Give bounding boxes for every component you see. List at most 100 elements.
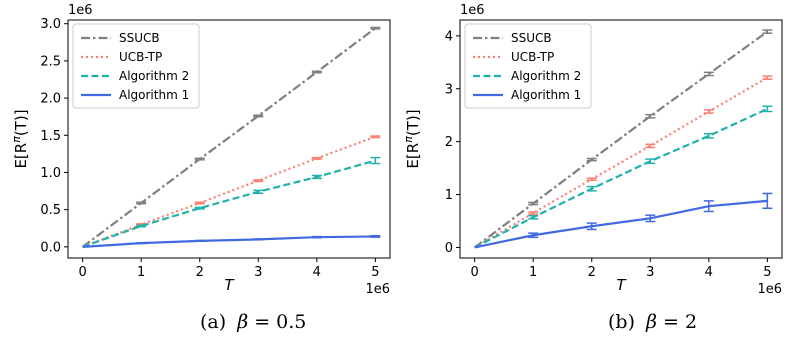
y-axis-label-suffix: (T)] <box>404 109 422 136</box>
y-axis-label-prefix: E[R <box>404 143 422 169</box>
y-axis-label-superscript: π <box>10 136 23 143</box>
error-bar-ssucb <box>370 26 381 30</box>
error-bar-algorithm-1 <box>311 235 322 239</box>
y-axis-label: E[Rπ(T)] <box>402 109 422 168</box>
y-axis-label: E[Rπ(T)] <box>10 109 30 168</box>
caption-value: = 0.5 <box>254 311 306 333</box>
error-bar-ssucb <box>762 29 773 34</box>
error-bar-ssucb <box>311 70 322 74</box>
error-bar-ucb-tp <box>762 75 773 80</box>
y-axis-label-prefix: E[R <box>12 143 30 169</box>
caption-prefix: (a) <box>200 311 232 333</box>
x-tick-label: 1 <box>137 265 145 280</box>
legend-label: Algorithm 1 <box>511 88 581 102</box>
y-tick-label: 2.0 <box>40 92 61 107</box>
error-bar-algorithm-2 <box>586 185 597 192</box>
x-tick-label: 3 <box>646 265 654 280</box>
error-bar-algorithm-2 <box>136 224 147 228</box>
error-bar-algorithm-2 <box>703 132 714 139</box>
y-tick-label: 0.0 <box>40 240 61 255</box>
series-line-ucb-tp <box>474 76 768 249</box>
legend-label: UCB-TP <box>511 50 554 64</box>
x-tick-label: 1 <box>529 265 537 280</box>
x-tick-label: 2 <box>588 265 596 280</box>
series-line-ssucb <box>473 30 769 249</box>
series-line-algorithm-1 <box>474 199 768 249</box>
legend-label: Algorithm 2 <box>511 69 581 83</box>
legend-label: SSUCB <box>119 31 160 45</box>
series-line-ssucb <box>81 27 377 248</box>
y-axis-label-suffix: (T)] <box>12 109 30 136</box>
error-bar-ssucb <box>136 201 147 205</box>
error-bar-ucb-tp <box>194 201 205 205</box>
error-bar-algorithm-1 <box>136 242 147 245</box>
error-bar-ssucb <box>253 114 264 118</box>
error-bar-ucb-tp <box>528 211 539 215</box>
error-bar-algorithm-2 <box>370 156 381 165</box>
error-bar-ucb-tp <box>645 143 656 149</box>
error-bar-algorithm-1 <box>528 232 539 239</box>
error-bar-algorithm-1 <box>703 200 714 213</box>
error-bar-algorithm-2 <box>645 158 656 165</box>
error-bar-ssucb <box>528 201 539 206</box>
y-tick-label: 1.0 <box>40 166 61 181</box>
error-bar-algorithm-2 <box>253 189 264 195</box>
y-offset-text: 1e6 <box>460 3 485 18</box>
axes-frame <box>459 19 783 259</box>
y-axis-label-superscript: π <box>402 136 415 143</box>
legend: SSUCB UCB-TP Algorithm 2 Algorithm 1 <box>464 23 592 109</box>
caption-value: = 2 <box>663 311 697 333</box>
error-bar-ucb-tp <box>370 135 381 139</box>
x-tick-label: 5 <box>763 265 771 280</box>
x-tick-label: 2 <box>196 265 204 280</box>
error-bar-algorithm-2 <box>194 206 205 210</box>
error-bar-algorithm-1 <box>253 238 264 241</box>
legend-label: Algorithm 1 <box>119 88 189 102</box>
legend-frame <box>72 23 200 109</box>
x-tick-label: 4 <box>313 265 321 280</box>
series-line-algorithm-2 <box>474 107 768 249</box>
error-bar-ucb-tp <box>586 177 597 182</box>
y-tick-label: 4 <box>445 29 453 44</box>
caption-a: (a) β = 0.5 <box>200 311 306 333</box>
x-tick-label: 4 <box>705 265 713 280</box>
error-bar-algorithm-2 <box>762 105 773 113</box>
y-tick-label: 2 <box>445 135 453 150</box>
caption-symbol: β <box>645 311 657 333</box>
legend-label: Algorithm 2 <box>119 69 189 83</box>
series-line-algorithm-1 <box>82 235 376 248</box>
chart-panel-b: 0 1 2 3 4 5 0 1 2 3 4 1e6 1e6 T E[Rπ(T)] SSUCB UCB-TP Alg… <box>402 3 783 297</box>
x-axis-label: T <box>224 276 235 294</box>
chart-panel-a: 0 1 2 3 4 5 0.0 0.5 1.0 1.5 2.0 2.5 3.0 1e6 1e6 T E[Rπ(T… <box>10 3 391 297</box>
error-bar-algorithm-2 <box>528 214 539 220</box>
y-offset-text: 1e6 <box>68 3 93 18</box>
x-offset-text: 1e6 <box>365 282 390 297</box>
series-line-algorithm-2 <box>82 159 376 248</box>
error-bar-algorithm-2 <box>311 174 322 180</box>
caption-prefix: (b) <box>608 311 641 333</box>
error-bar-ssucb <box>194 157 205 161</box>
error-bar-ucb-tp <box>703 109 714 114</box>
y-tick-label: 3 <box>445 82 453 97</box>
caption-symbol: β <box>236 311 248 333</box>
error-bar-algorithm-1 <box>762 192 773 210</box>
legend-label: UCB-TP <box>119 50 162 64</box>
y-tick-label: 3.0 <box>40 17 61 32</box>
y-tick-label: 2.5 <box>40 54 61 69</box>
y-tick-label: 0.5 <box>40 203 61 218</box>
error-bar-ucb-tp <box>311 156 322 160</box>
y-tick-label: 1.5 <box>40 129 61 144</box>
x-tick-label: 5 <box>371 265 379 280</box>
x-tick-label: 0 <box>470 265 478 280</box>
legend: SSUCB UCB-TP Algorithm 2 Algorithm 1 <box>72 23 200 109</box>
error-bar-algorithm-1 <box>370 234 381 238</box>
error-bar-ssucb <box>586 157 597 162</box>
x-tick-label: 0 <box>78 265 86 280</box>
error-bar-ssucb <box>703 71 714 77</box>
y-tick-label: 1 <box>445 188 453 203</box>
error-bar-ssucb <box>645 113 656 119</box>
error-bar-ucb-tp <box>253 179 264 183</box>
caption-b: (b) β = 2 <box>608 311 697 333</box>
legend-frame <box>464 23 592 109</box>
legend-label: SSUCB <box>511 31 552 45</box>
